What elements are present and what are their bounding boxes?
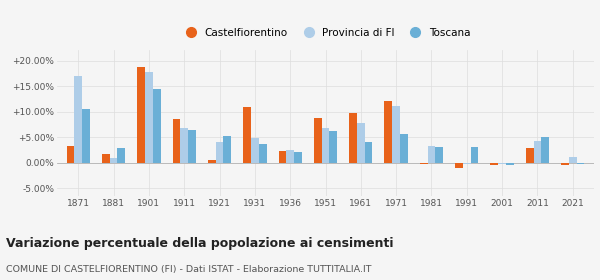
Bar — [506, 163, 514, 165]
Bar — [153, 89, 161, 163]
Bar — [436, 147, 443, 163]
Bar — [455, 163, 463, 168]
Bar — [243, 107, 251, 163]
Bar — [180, 128, 188, 163]
Text: COMUNE DI CASTELFIORENTINO (FI) - Dati ISTAT - Elaborazione TUTTITALIA.IT: COMUNE DI CASTELFIORENTINO (FI) - Dati I… — [6, 265, 371, 274]
Bar — [74, 76, 82, 163]
Bar — [533, 141, 541, 163]
Bar — [561, 163, 569, 165]
Bar — [82, 109, 90, 163]
Bar — [223, 136, 231, 163]
Bar — [420, 163, 428, 164]
Bar — [251, 138, 259, 163]
Bar — [188, 130, 196, 163]
Bar — [102, 154, 110, 163]
Bar — [471, 147, 478, 163]
Bar — [278, 151, 286, 163]
Bar — [314, 118, 322, 163]
Bar — [498, 163, 506, 164]
Bar — [67, 146, 74, 163]
Bar — [173, 119, 180, 163]
Bar — [349, 113, 357, 163]
Bar — [490, 163, 498, 165]
Text: Variazione percentuale della popolazione ai censimenti: Variazione percentuale della popolazione… — [6, 237, 394, 249]
Bar — [428, 146, 436, 163]
Bar — [208, 160, 215, 163]
Bar — [526, 148, 533, 163]
Bar — [463, 163, 471, 164]
Bar — [110, 158, 118, 163]
Bar — [569, 157, 577, 163]
Bar — [329, 131, 337, 163]
Bar — [137, 67, 145, 163]
Bar — [365, 142, 373, 163]
Bar — [145, 72, 153, 163]
Bar — [385, 101, 392, 163]
Bar — [392, 106, 400, 163]
Bar — [294, 151, 302, 163]
Bar — [577, 163, 584, 164]
Bar — [400, 134, 408, 163]
Bar — [286, 150, 294, 163]
Bar — [118, 148, 125, 163]
Bar — [322, 128, 329, 163]
Bar — [259, 144, 266, 163]
Bar — [357, 123, 365, 163]
Legend: Castelfiorentino, Provincia di FI, Toscana: Castelfiorentino, Provincia di FI, Tosca… — [176, 24, 475, 42]
Bar — [215, 142, 223, 163]
Bar — [541, 137, 549, 163]
